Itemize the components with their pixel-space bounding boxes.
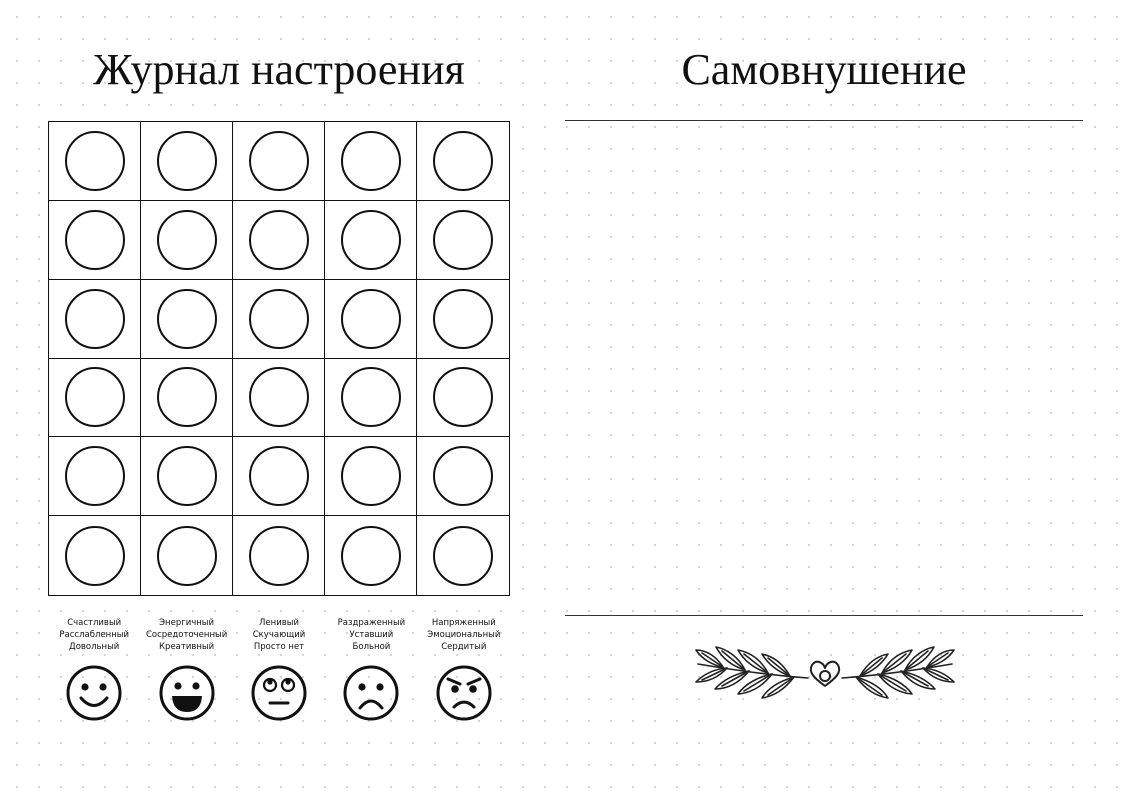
affirmation-title: Самовнушение [681,45,967,94]
mood-grid-cell [325,122,417,201]
mood-circle[interactable] [340,367,401,428]
happy-face-icon [66,665,122,721]
angry-face-icon [436,665,492,721]
legend-label: Расслабленный [59,630,129,640]
mood-grid-cell [233,437,325,517]
sad-face-icon [343,665,399,721]
mood-grid-cell [49,358,141,438]
legend-item-irritated: Раздраженный Уставший Больной [325,617,417,723]
mood-grid-cell [233,279,325,359]
mood-circle[interactable] [248,446,309,507]
mood-circle[interactable] [156,525,217,586]
mood-circle[interactable] [156,130,217,191]
mood-circle[interactable] [433,367,493,428]
affirmation-top-rule [565,120,1083,121]
mood-grid-cell [141,437,233,517]
mood-grid-cell [325,279,417,359]
mood-grid-cell [325,358,417,438]
mood-grid-cell [417,437,509,517]
grinning-face-icon [159,665,215,721]
mood-circle[interactable] [433,288,493,349]
legend-label: Счастливый [67,618,122,628]
mood-circle[interactable] [433,446,493,507]
mood-grid-cell [417,359,509,438]
mood-circle[interactable] [433,209,493,270]
mood-grid-cell [417,280,509,359]
legend-item-lazy: Ленивый Скучающий Просто нет [233,617,325,723]
mood-grid-cell [49,516,141,595]
eye-roll-face-icon [251,665,307,721]
legend-item-happy: Счастливый Расслабленный Довольный [48,617,140,723]
mood-circle[interactable] [156,209,217,270]
mood-circle[interactable] [340,525,401,586]
mood-circle[interactable] [64,130,125,191]
legend-label: Больной [352,642,391,652]
mood-grid-cell [417,201,509,280]
mood-circle[interactable] [64,525,125,586]
mood-legend: Счастливый Расслабленный Довольный Энерг… [48,617,510,723]
mood-circle[interactable] [156,446,217,507]
mood-grid-cell [325,437,417,517]
mood-journal-title: Журнал настроения [93,45,465,94]
legend-labels: Раздраженный Уставший Больной [338,617,406,653]
mood-circle[interactable] [340,130,401,191]
mood-grid-cell [141,279,233,359]
mood-grid-cell [49,437,141,517]
mood-circle[interactable] [433,130,493,191]
mood-circle[interactable] [340,209,401,270]
mood-grid-cell [417,516,509,595]
mood-circle[interactable] [248,288,309,349]
mood-grid-cell [141,200,233,280]
legend-label: Скучающий [252,630,306,640]
legend-label: Просто нет [253,642,305,652]
mood-circle[interactable] [156,288,217,349]
legend-label: Эмоциональный [427,630,501,640]
legend-item-tense: Напряженный Эмоциональный Сердитый [418,617,510,723]
legend-label: Сосредоточенный [145,630,228,640]
mood-grid-cell [49,122,141,201]
mood-grid-cell [233,358,325,438]
mood-circle[interactable] [248,367,309,428]
mood-circle[interactable] [433,525,493,586]
mood-grid-cell [141,122,233,201]
mood-grid-cell [325,200,417,280]
mood-grid-cell [141,516,233,595]
legend-label: Раздраженный [337,618,406,628]
mood-grid-cell [417,122,509,201]
mood-grid-cell [233,516,325,595]
mood-circle[interactable] [248,209,309,270]
mood-circle[interactable] [156,367,217,428]
mood-grid-cell [325,516,417,595]
mood-circle[interactable] [248,130,309,191]
laurel-heart-icon [695,646,955,699]
mood-grid-cell [233,200,325,280]
legend-label: Креативный [159,642,215,652]
mood-circle[interactable] [340,446,401,507]
mood-circle[interactable] [340,288,401,349]
legend-label: Уставший [349,630,394,640]
mood-grid-cell [141,358,233,438]
mood-tracker-grid [48,121,510,596]
mood-circle[interactable] [64,446,125,507]
legend-label: Ленивый [259,618,299,628]
mood-circle[interactable] [248,525,309,586]
legend-labels: Энергичный Сосредоточенный Креативный [146,617,227,653]
legend-label: Энергичный [159,618,215,628]
mood-grid-cell [233,122,325,201]
mood-circle[interactable] [64,367,125,428]
legend-label: Напряженный [431,618,496,628]
mood-circle[interactable] [64,209,125,270]
mood-circle[interactable] [64,288,125,349]
legend-item-energetic: Энергичный Сосредоточенный Креативный [140,617,232,723]
legend-labels: Напряженный Эмоциональный Сердитый [427,617,500,653]
legend-labels: Счастливый Расслабленный Довольный [59,617,129,653]
legend-labels: Ленивый Скучающий Просто нет [253,617,306,653]
legend-label: Сердитый [441,642,487,652]
mood-grid-cell [49,279,141,359]
legend-label: Довольный [69,642,120,652]
affirmation-bottom-rule [565,615,1083,616]
mood-grid-cell [49,200,141,280]
